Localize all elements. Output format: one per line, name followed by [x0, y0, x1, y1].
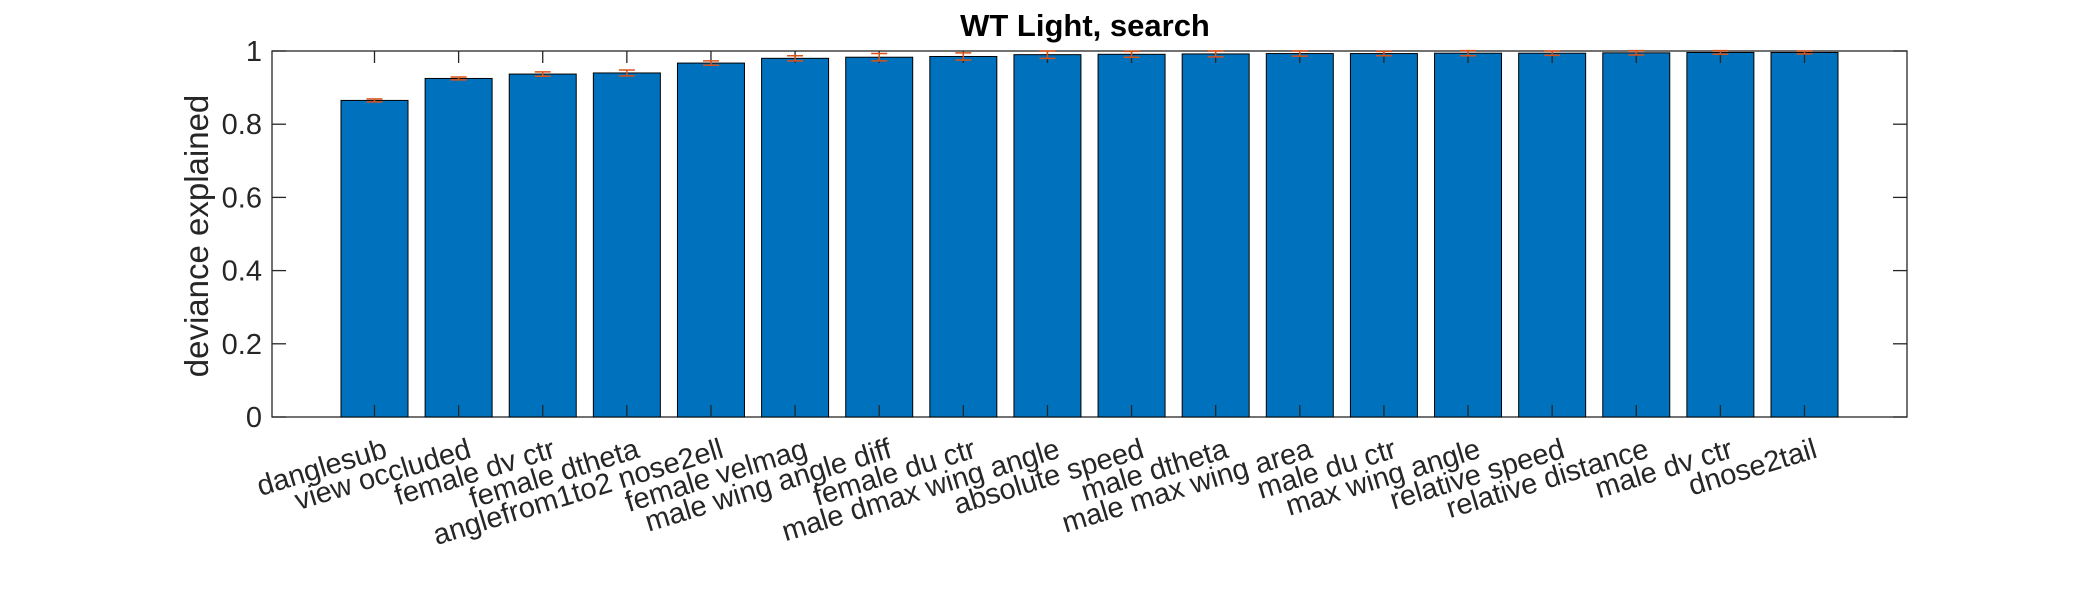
y-tick-label: 1	[246, 36, 262, 68]
bar	[424, 77, 493, 418]
bar	[1518, 52, 1587, 418]
bar	[340, 99, 409, 418]
y-axis-label: deviance explained	[178, 95, 215, 378]
y-tick-label: 0.2	[222, 329, 262, 361]
bar	[592, 72, 661, 418]
bar	[676, 62, 745, 418]
bar	[1097, 53, 1166, 418]
bar	[1013, 54, 1082, 418]
bar	[1265, 53, 1334, 418]
bar	[1770, 51, 1839, 418]
y-tick-label: 0.8	[222, 109, 262, 141]
chart-title: WT Light, search	[960, 8, 1210, 43]
bar	[929, 55, 998, 418]
bar	[1181, 53, 1250, 418]
bar	[1434, 52, 1503, 418]
bar	[761, 57, 830, 418]
bar	[1602, 52, 1671, 418]
bar	[1686, 51, 1755, 418]
bar	[845, 56, 914, 418]
axes-box	[271, 50, 1908, 418]
bar	[508, 73, 577, 418]
y-tick-label: 0.4	[222, 256, 262, 288]
y-tick-label: 0	[246, 402, 262, 434]
bar	[1349, 53, 1418, 418]
y-tick-label: 0.6	[222, 182, 262, 214]
